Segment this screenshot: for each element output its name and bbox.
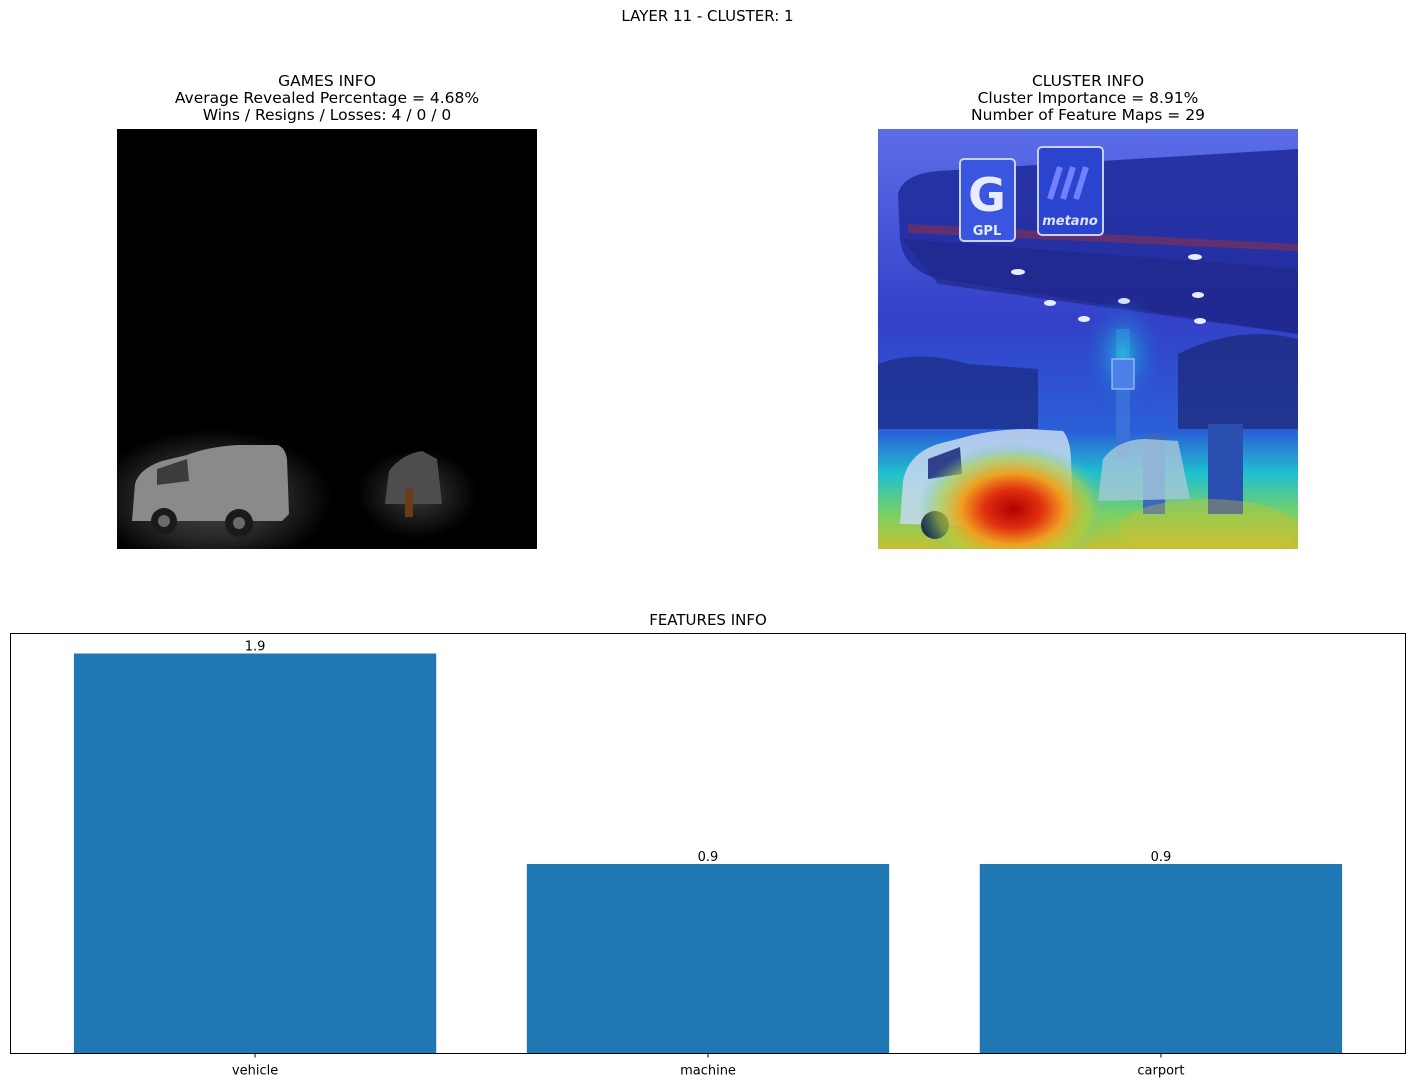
bar-value-label-vehicle: 1.9 xyxy=(245,640,266,655)
car-shape xyxy=(385,451,442,517)
games-info-heading: GAMES INFO xyxy=(278,72,376,90)
van-shape xyxy=(132,445,289,537)
bar-vehicle xyxy=(73,653,437,1054)
svg-text:G: G xyxy=(968,168,1006,222)
bar-machine xyxy=(526,864,890,1054)
bar-value-label-carport: 0.9 xyxy=(1151,850,1172,865)
x-tick-label-carport: carport xyxy=(1137,1064,1184,1079)
cluster-info-heading: CLUSTER INFO xyxy=(1031,72,1145,90)
x-tick-label-vehicle: vehicle xyxy=(232,1064,278,1079)
gpl-sign-text: GPL xyxy=(973,224,1001,239)
average-revealed-percentage: Average Revealed Percentage = 4.68% xyxy=(174,89,480,107)
features-info-title: FEATURES INFO xyxy=(649,611,767,629)
wins-resigns-losses: Wins / Resigns / Losses: 4 / 0 / 0 xyxy=(202,106,452,124)
labels-layer: 1.9 vehicle 0.9 machine 0.9 carport xyxy=(232,640,1185,1079)
revealed-scene-svg xyxy=(117,129,537,549)
cluster-importance: Cluster Importance = 8.91% xyxy=(977,89,1199,107)
bar-carport xyxy=(979,864,1343,1054)
cluster-heatmap-svg: G GPL metano xyxy=(878,129,1298,549)
revealed-scene-image xyxy=(117,129,537,549)
cluster-info-title: CLUSTER INFO Cluster Importance = 8.91% … xyxy=(838,73,1338,124)
metano-sign: metano xyxy=(1037,146,1104,236)
number-of-feature-maps: Number of Feature Maps = 29 xyxy=(971,106,1205,124)
figure-suptitle: LAYER 11 - CLUSTER: 1 xyxy=(621,7,794,25)
bar-value-label-machine: 0.9 xyxy=(698,850,719,865)
bars-layer xyxy=(73,653,1343,1054)
gpl-sign: G GPL xyxy=(959,158,1016,242)
games-info-title: GAMES INFO Average Revealed Percentage =… xyxy=(77,73,577,124)
x-tick-label-machine: machine xyxy=(680,1064,736,1079)
cluster-heatmap-image: G GPL metano xyxy=(878,129,1298,549)
metano-sign-text: metano xyxy=(1042,214,1098,229)
